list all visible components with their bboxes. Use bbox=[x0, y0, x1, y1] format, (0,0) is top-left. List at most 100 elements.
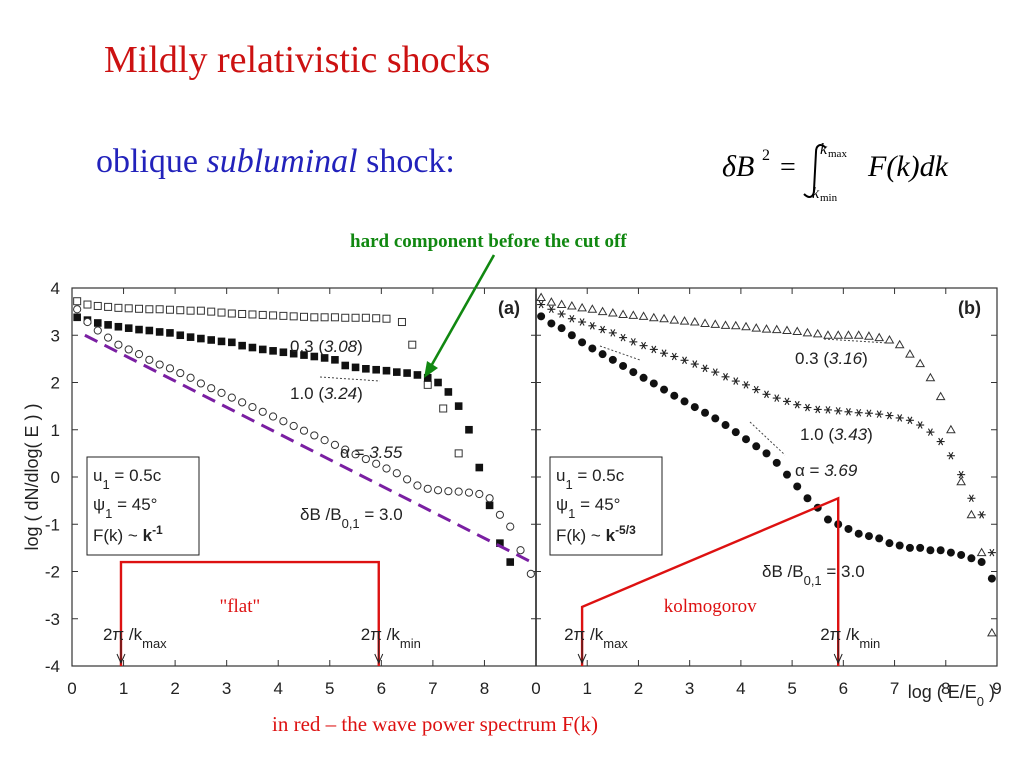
data-point-open-circle bbox=[217, 388, 226, 397]
wave-spectrum-b bbox=[580, 496, 840, 666]
x-axis-label-part-0: log ( E/E bbox=[908, 682, 977, 702]
data-point-asterisk bbox=[721, 373, 730, 381]
label-kmin-b: 2π /kmin bbox=[820, 625, 880, 651]
label-deltaB-a: δB /B0,1 = 3.0 bbox=[300, 505, 403, 531]
integral-sign bbox=[803, 144, 827, 198]
data-point-filled-circle bbox=[967, 554, 976, 563]
data-point-open-triangle bbox=[710, 319, 721, 328]
data-point-filled-circle bbox=[639, 373, 648, 382]
data-point-open-square bbox=[258, 310, 267, 319]
asterisk-stroke bbox=[907, 416, 913, 425]
data-point-filled-square bbox=[166, 329, 174, 337]
data-point-filled-square bbox=[475, 463, 484, 472]
label-kmax-a-part-0: 2π /k bbox=[103, 625, 143, 644]
data-point-filled-square bbox=[93, 319, 102, 327]
label-kmin-b-part-0: 2π /k bbox=[820, 625, 860, 644]
data-point-filled-circle bbox=[608, 355, 617, 364]
data-point-filled-circle bbox=[844, 524, 853, 533]
x-tick-label-a: 1 bbox=[119, 679, 128, 698]
data-point-open-triangle bbox=[638, 311, 649, 320]
data-point-filled-circle bbox=[701, 408, 710, 417]
info-u1-b: u1 = 0.5c bbox=[556, 466, 625, 492]
x-axis-label: log ( E/E0 ) bbox=[908, 682, 995, 709]
label-alpha-b-part-1: 3.69 bbox=[824, 461, 858, 480]
subtitle-emphasis: subluminal bbox=[206, 143, 358, 180]
asterisk-stroke bbox=[753, 385, 759, 394]
label-deltaB-b: δB /B0,1 = 3.0 bbox=[762, 562, 865, 588]
label-kmax-b-part-0: 2π /k bbox=[564, 625, 604, 644]
data-point-open-triangle bbox=[669, 315, 680, 324]
wave-spectrum-a bbox=[119, 560, 380, 666]
spectrum-name-b: kolmogorov bbox=[664, 596, 757, 617]
data-point-open-square bbox=[145, 305, 154, 314]
asterisk-stroke bbox=[723, 373, 728, 381]
data-point-filled-square bbox=[176, 331, 185, 340]
data-point-filled-square bbox=[454, 402, 463, 410]
asterisk-stroke bbox=[682, 356, 688, 365]
data-point-filled-square bbox=[382, 366, 391, 375]
asterisk-stroke bbox=[938, 437, 944, 446]
data-point-open-circle bbox=[330, 440, 340, 449]
data-point-filled-square bbox=[444, 388, 453, 396]
data-point-open-triangle bbox=[659, 313, 669, 323]
data-point-open-square bbox=[300, 312, 308, 321]
label-kmin-b-part-1: min bbox=[859, 636, 880, 651]
data-point-open-circle bbox=[433, 486, 443, 495]
data-point-asterisk bbox=[701, 364, 710, 373]
data-point-filled-square bbox=[485, 501, 494, 510]
formula-equals: = bbox=[780, 152, 796, 183]
data-point-asterisk bbox=[557, 310, 566, 318]
x-axis-label-part-1: 0 bbox=[977, 694, 984, 709]
data-point-asterisk bbox=[588, 322, 597, 330]
data-point-filled-circle bbox=[752, 442, 761, 451]
series-a-open-circle bbox=[73, 305, 535, 578]
data-point-asterisk bbox=[711, 368, 720, 376]
asterisk-stroke bbox=[845, 408, 851, 416]
data-point-open-square bbox=[227, 309, 236, 318]
data-point-open-circle bbox=[382, 464, 391, 473]
info-psi1-a: ψ1 = 45° bbox=[93, 495, 157, 521]
data-point-asterisk bbox=[660, 349, 669, 357]
y-tick-label: 0 bbox=[51, 468, 60, 487]
label-deltaB-b-part-1: 0,1 bbox=[804, 573, 822, 588]
series-a-open-square bbox=[73, 297, 463, 458]
data-point-asterisk bbox=[567, 314, 576, 323]
y-tick-label: -1 bbox=[45, 515, 60, 534]
series-group-b bbox=[536, 292, 997, 637]
data-point-filled-square bbox=[279, 348, 288, 357]
data-point-asterisk bbox=[537, 300, 546, 309]
data-point-open-circle bbox=[495, 510, 505, 519]
label-alpha-a-part-1: 3.55 bbox=[369, 443, 403, 462]
asterisk-stroke bbox=[743, 381, 749, 389]
data-point-open-triangle bbox=[802, 327, 813, 337]
data-point-open-triangle bbox=[874, 332, 885, 342]
asterisk-stroke bbox=[651, 345, 657, 354]
asterisk-stroke bbox=[702, 364, 708, 373]
subtitle-post: shock: bbox=[357, 143, 455, 180]
asterisk-stroke bbox=[979, 511, 985, 519]
label-1.0-b-part-2: ) bbox=[867, 425, 873, 444]
info-fk-b-part-1: k bbox=[606, 526, 616, 545]
info-psi1-a-part-2: = 45° bbox=[112, 495, 157, 514]
panel-tag-b: (b) bbox=[958, 298, 981, 318]
data-point-open-circle bbox=[372, 459, 381, 468]
data-point-asterisk bbox=[875, 410, 884, 418]
data-point-filled-square bbox=[269, 347, 277, 355]
x-tick-label-a: 0 bbox=[67, 679, 76, 698]
label-0.3-a-part-2: ) bbox=[357, 337, 363, 356]
asterisk-stroke bbox=[589, 322, 595, 330]
data-point-filled-circle bbox=[660, 385, 669, 394]
data-point-open-circle bbox=[176, 368, 185, 378]
data-point-open-square bbox=[217, 308, 226, 317]
data-point-open-triangle bbox=[894, 339, 905, 349]
data-point-filled-square bbox=[145, 326, 154, 335]
data-point-open-triangle bbox=[587, 304, 598, 313]
data-point-open-circle bbox=[392, 469, 401, 478]
data-point-open-square bbox=[83, 300, 92, 309]
asterisk-stroke bbox=[856, 408, 862, 417]
data-point-asterisk bbox=[649, 345, 658, 354]
label-alpha-a: α = 3.55 bbox=[340, 443, 403, 462]
data-point-filled-square bbox=[331, 356, 339, 364]
y-tick-label: 2 bbox=[51, 374, 60, 393]
